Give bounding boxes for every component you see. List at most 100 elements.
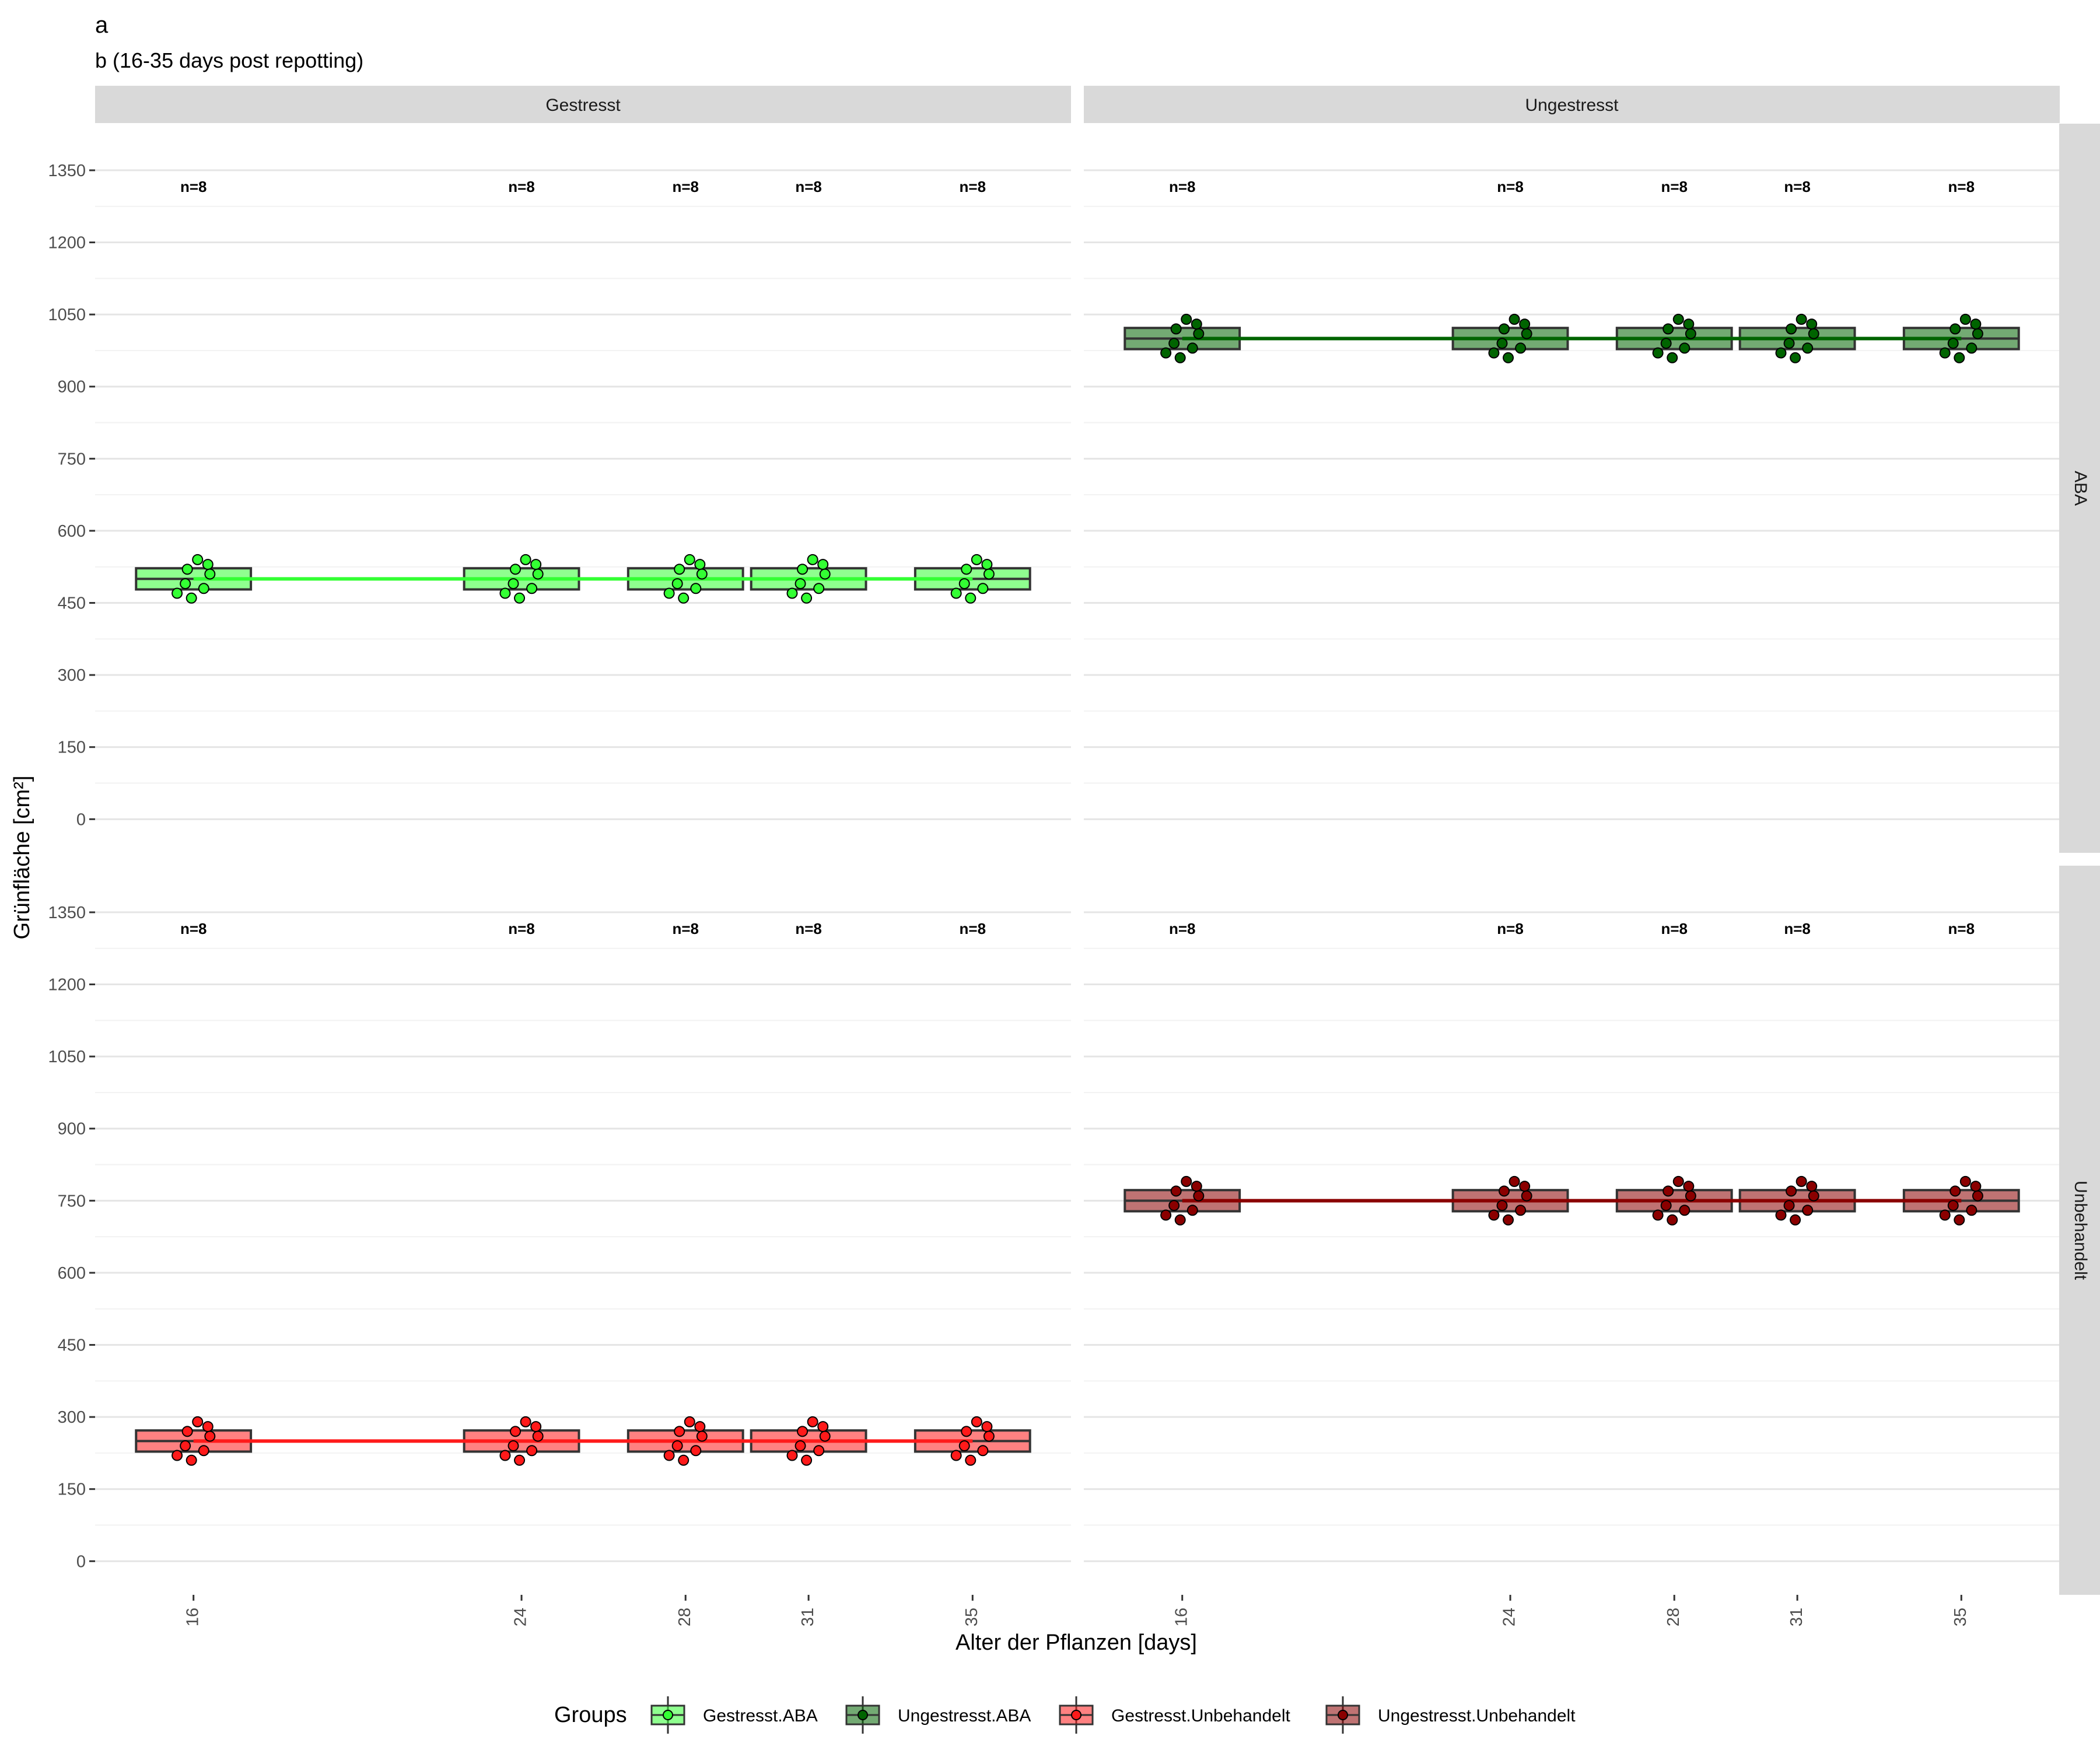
legend-key-point (1071, 1710, 1082, 1720)
data-point (186, 1454, 197, 1466)
row-strip (2059, 866, 2100, 1595)
y-tick-label: 300 (58, 1408, 86, 1427)
panel-gestresst-unbehandelt (95, 866, 1071, 1595)
data-point (1950, 323, 1961, 335)
data-point (1790, 352, 1801, 363)
data-point (663, 587, 675, 599)
data-point (1775, 1209, 1787, 1221)
data-point (977, 1445, 989, 1457)
data-point (694, 1421, 706, 1433)
data-point (801, 1454, 813, 1466)
y-tick-label: 1050 (48, 306, 86, 324)
x-tick-label: 28 (1664, 1608, 1683, 1626)
data-point (530, 559, 542, 570)
y-tick-label: 1350 (48, 904, 86, 922)
data-point (684, 1416, 695, 1427)
data-point (678, 592, 690, 604)
data-point (1170, 1185, 1182, 1197)
data-point (971, 554, 982, 565)
data-point (1683, 318, 1695, 330)
data-point (1519, 318, 1531, 330)
plot-area: Gestresst Ungestresst ABA Unbehandelt 0 150 30… (48, 86, 2100, 1626)
data-point (797, 1426, 808, 1437)
n-label: n=8 (508, 178, 535, 195)
data-point (819, 1430, 831, 1442)
panel-ungestresst-unbehandelt (1084, 866, 2060, 1595)
y-tick-label: 450 (58, 1336, 86, 1355)
column-strip (1084, 86, 2060, 123)
data-point (1802, 1205, 1814, 1216)
data-point (1191, 318, 1202, 330)
data-point (520, 1416, 531, 1427)
x-tick-label: 16 (1172, 1608, 1191, 1626)
data-point (1954, 1214, 1965, 1226)
data-point (1685, 1190, 1696, 1202)
data-point (1193, 1190, 1205, 1202)
n-label: n=8 (1784, 920, 1811, 937)
data-point (950, 1450, 962, 1461)
data-point (1508, 1175, 1520, 1187)
data-point (1667, 352, 1678, 363)
column-strip-label: Ungestresst (1525, 96, 1619, 115)
chart-title: a (95, 12, 108, 38)
x-tick-label: 28 (676, 1608, 694, 1626)
data-point (181, 1426, 193, 1437)
data-point (1508, 313, 1520, 325)
row-strip-label: ABA (2071, 471, 2090, 506)
data-point (1790, 1214, 1801, 1226)
data-point (508, 578, 519, 590)
data-point (499, 587, 511, 599)
y-tick-label: 1050 (48, 1048, 86, 1066)
row-strip-label: Unbehandelt (2071, 1181, 2090, 1280)
y-tick-label: 600 (58, 1264, 86, 1283)
data-point (1959, 1175, 1971, 1187)
series-gestresst-aba (135, 554, 1031, 604)
n-label: n=8 (960, 178, 986, 195)
y-tick-label: 900 (58, 1120, 86, 1139)
data-point (1168, 338, 1180, 349)
n-label: n=8 (1661, 178, 1688, 195)
n-label: n=8 (1497, 178, 1524, 195)
data-point (1499, 1185, 1510, 1197)
y-tick-label: 1200 (48, 234, 86, 253)
data-point (1786, 323, 1797, 335)
data-point (198, 583, 209, 594)
data-point (663, 1450, 675, 1461)
data-point (1796, 313, 1807, 325)
y-tick-label: 600 (58, 522, 86, 541)
data-point (1685, 328, 1696, 340)
data-point (961, 564, 972, 575)
n-label: n=8 (1169, 178, 1196, 195)
data-point (797, 564, 808, 575)
data-point (180, 1440, 191, 1452)
data-point (1972, 328, 1983, 340)
legend-key (1059, 1696, 1094, 1734)
data-point (1966, 1205, 1978, 1216)
y-tick-label: 150 (58, 1480, 86, 1499)
data-point (696, 568, 708, 580)
series-gestresst-unbehandelt (135, 1416, 1031, 1466)
y-tick-label: 150 (58, 738, 86, 757)
data-point (1174, 352, 1186, 363)
panel-gestresst-aba (95, 124, 1071, 853)
data-point (1181, 313, 1192, 325)
data-point (514, 1454, 526, 1466)
data-point (508, 1440, 519, 1452)
n-label: n=8 (508, 920, 535, 937)
x-tick-label: 31 (799, 1608, 817, 1626)
data-point (678, 1454, 690, 1466)
n-label: n=8 (795, 178, 822, 195)
data-point (1959, 313, 1971, 325)
data-point (202, 1421, 214, 1433)
n-label: n=8 (795, 920, 822, 937)
data-point (1679, 342, 1690, 354)
data-point (1168, 1200, 1180, 1212)
data-point (192, 554, 204, 565)
x-axis-title: Alter der Pflanzen [days] (956, 1630, 1197, 1655)
data-point (817, 1421, 829, 1433)
data-point (696, 1430, 708, 1442)
data-point (958, 1440, 970, 1452)
n-label: n=8 (180, 178, 207, 195)
data-point (1515, 1205, 1527, 1216)
